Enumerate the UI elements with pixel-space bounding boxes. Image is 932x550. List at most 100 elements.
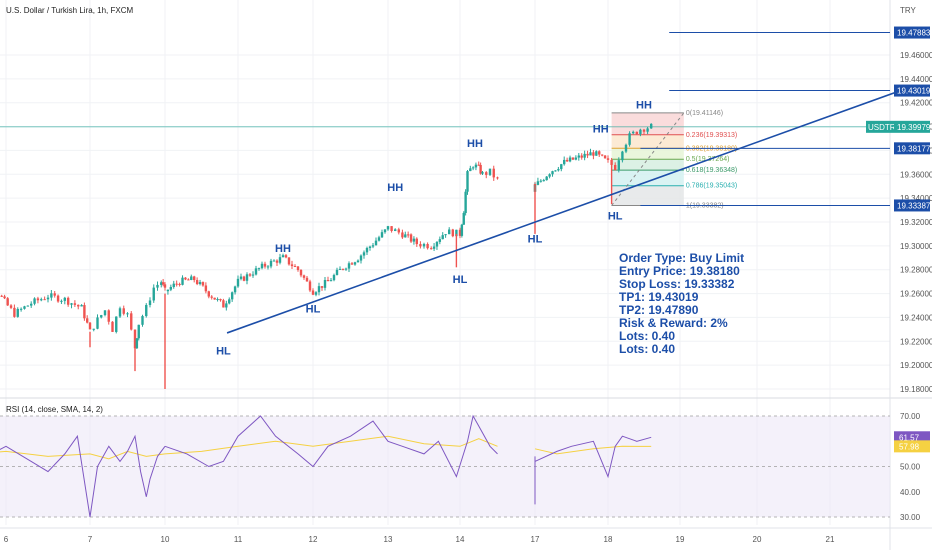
order-info-line: TP1: 19.43019 (619, 290, 699, 304)
candle-body (0, 295, 3, 297)
candle-body (642, 129, 646, 132)
candle-body (311, 290, 315, 295)
candle-body (184, 277, 187, 280)
candle-body (46, 297, 50, 300)
candle-body (341, 268, 345, 270)
candle-body (460, 224, 464, 236)
wave-label: HL (608, 211, 623, 223)
candle-body (156, 284, 159, 288)
candle-body (219, 298, 222, 301)
candle-body (248, 274, 252, 276)
rsi-value-tag (894, 431, 930, 444)
candle-body (451, 229, 454, 237)
price-level-tag-text: 19.47883 (897, 29, 931, 38)
candle-body (614, 164, 617, 171)
candle-body (444, 234, 447, 236)
fib-zone (611, 134, 684, 149)
candle-body (308, 281, 312, 291)
candle-body (565, 159, 569, 162)
candle-body (374, 240, 378, 246)
candle-body (239, 276, 243, 279)
rsi-tick-label: 50.00 (900, 463, 921, 472)
candle-body (272, 260, 276, 262)
candle-body (198, 282, 202, 285)
candle-body (560, 164, 563, 170)
candle-body (317, 286, 321, 293)
price-tick-label: 19.18000 (900, 385, 932, 394)
candle-body (40, 299, 43, 301)
candle-body (26, 305, 30, 307)
candle-body (603, 155, 607, 159)
candle-body (359, 255, 363, 261)
price-tick-label: 19.46000 (900, 51, 932, 60)
price-level-tag-text: 19.43019 (897, 87, 931, 96)
price-tick-label: 19.42000 (900, 99, 932, 108)
candle-body (577, 155, 580, 158)
rsi-tick-label: 70.00 (900, 412, 921, 421)
candle-body (632, 131, 635, 134)
order-info-line: TP2: 19.47890 (619, 303, 699, 317)
price-level-tag-text: 19.38177 (897, 144, 931, 153)
candle-body (621, 151, 624, 161)
order-info-line: Order Type: Buy Limit (619, 251, 744, 265)
fib-level-label: 0.786(19.35043) (686, 183, 737, 190)
candle-body (646, 128, 649, 132)
candle-body (305, 277, 309, 282)
fib-level-label: 1(19.33382) (686, 203, 724, 210)
wave-label: HH (387, 182, 403, 194)
candle-body (193, 276, 196, 281)
candle-body (332, 274, 336, 281)
candle-body (542, 180, 545, 182)
candle-body (163, 284, 167, 288)
candle-body (152, 287, 155, 301)
candle-body (88, 322, 92, 330)
candle-body (586, 153, 589, 156)
candle-body (278, 257, 282, 263)
candle-body (70, 303, 73, 305)
candle-body (228, 299, 231, 304)
candle-body (314, 292, 318, 295)
candle-body (225, 303, 228, 308)
price-tick-label: 19.30000 (900, 242, 932, 251)
candle-body (161, 282, 165, 285)
rsi-value-text: 61.57 (899, 433, 920, 442)
candle-body (589, 152, 592, 156)
price-tag (894, 120, 930, 133)
candle-body (118, 308, 122, 317)
rsi-sma-line (0, 450, 166, 460)
candle-body (260, 263, 264, 269)
candle-body (66, 297, 70, 305)
candle-body (236, 278, 240, 287)
candle-body (580, 155, 583, 158)
trend-line (226, 91, 897, 334)
order-info-line: Entry Price: 19.38180 (619, 264, 740, 278)
rsi-line (534, 435, 652, 505)
candle-body (323, 280, 327, 288)
wave-label: HH (593, 124, 609, 136)
wave-label: HL (216, 345, 231, 357)
candle-body (386, 226, 390, 230)
candle-body (397, 229, 400, 233)
price-level-tag (894, 199, 930, 212)
time-tick-label: 21 (826, 535, 835, 544)
candle-body (539, 180, 543, 182)
time-tick-label: 14 (456, 535, 465, 544)
candle-body (122, 308, 125, 314)
candle-body (362, 252, 366, 256)
rsi-line (0, 434, 166, 518)
candle-body (73, 303, 77, 305)
fib-zone (611, 170, 684, 186)
candle-body (551, 171, 554, 175)
candle-body (458, 229, 462, 236)
candle-body (448, 229, 451, 235)
candle-body (338, 268, 342, 270)
price-tick-label: 19.26000 (900, 290, 932, 299)
candle-body (598, 151, 601, 155)
candle-body (103, 310, 107, 316)
rsi-sma-tag (894, 440, 930, 453)
candle-body (166, 289, 170, 292)
candle-body (583, 153, 586, 158)
candle-body (115, 316, 118, 332)
